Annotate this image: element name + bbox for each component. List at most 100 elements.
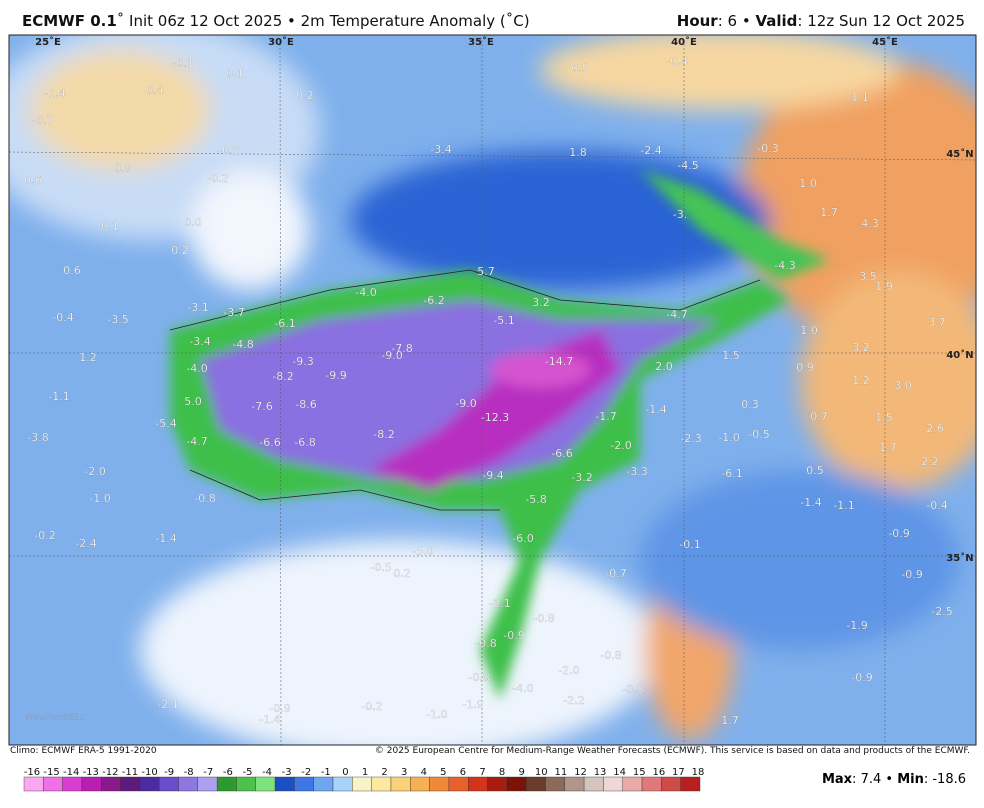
value-label: 0.4 [146, 84, 164, 97]
colorbar-tick: 3 [401, 767, 407, 778]
value-label: -0.9 [269, 702, 290, 715]
colorbar-tick: 15 [633, 767, 646, 778]
value-label: -0.8 [533, 612, 554, 625]
colorbar-swatch [661, 776, 681, 792]
header-right: Hour: 6 • Valid: 12z Sun 12 Oct 2025 [676, 12, 965, 30]
grid-label: 45˚E [872, 36, 898, 48]
value-label: 1.7 [820, 206, 838, 219]
colorbar-swatch [564, 776, 585, 792]
value-label: -6.0 [512, 532, 533, 545]
value-label: 1.5 [875, 411, 893, 424]
value-label: -0.3 [757, 142, 778, 155]
value-label: 1.2 [79, 351, 97, 364]
value-label: -2.4 [640, 144, 661, 157]
value-label: -0.5 [370, 561, 391, 574]
header-left: ECMWF 0.1˚ Init 06z 12 Oct 2025 • 2m Tem… [22, 12, 530, 30]
colorbar-swatch [178, 776, 199, 792]
value-label: -2.2 [563, 694, 584, 707]
value-label: -1.1 [847, 91, 868, 104]
colorbar-swatch [410, 776, 430, 792]
value-label: -1.1 [48, 390, 69, 403]
colorbar-tick: 18 [692, 767, 705, 778]
value-label: 0.1 [226, 67, 244, 80]
value-label: 0.9 [796, 361, 814, 374]
colorbar-tick: 17 [672, 767, 685, 778]
colorbar-swatch [390, 776, 411, 792]
value-label: 0.3 [741, 398, 759, 411]
min: -18.6 [932, 772, 966, 787]
value-label: -14.7 [545, 355, 573, 368]
grid-label: 45˚N [946, 148, 973, 160]
colorbar-swatch [448, 776, 469, 792]
value-label: 0.2 [171, 244, 189, 257]
value-label: -6.8 [294, 436, 315, 449]
value-label: -6.2 [423, 294, 444, 307]
value-label: 0.0 [184, 216, 202, 229]
colorbar-swatch [371, 776, 392, 792]
value-label: 0.5 [571, 62, 589, 75]
colorbar-tick: -6 [223, 767, 233, 778]
value-label: -0.8 [600, 649, 621, 662]
value-label: -0.4 [52, 311, 73, 324]
value-label: -3.5 [107, 313, 128, 326]
value-label: -2.1 [157, 698, 178, 711]
value-label: -0.1 [679, 538, 700, 551]
colorbar-tick: -5 [242, 767, 252, 778]
value-label: 0.6 [24, 174, 42, 187]
value-label: 1.7 [721, 714, 739, 727]
colorbar-swatch [197, 776, 218, 792]
colorbar-swatch [139, 776, 160, 792]
hour: 6 [727, 12, 738, 30]
colorbar-tick: -16 [24, 767, 40, 778]
value-label: 0.2 [393, 567, 411, 580]
value-label: -0.2 [361, 700, 382, 713]
value-label: -4.0 [512, 682, 533, 695]
colorbar-tick: -13 [83, 767, 99, 778]
map-field [9, 35, 976, 745]
logo: WeatherBELL [25, 713, 85, 723]
value-label: -4.0 [186, 362, 207, 375]
value-label: -0.9 [888, 527, 909, 540]
valid: 12z Sun 12 Oct 2025 [807, 12, 965, 30]
value-label: 0.5 [806, 464, 824, 477]
value-label: 1.0 [799, 177, 817, 190]
value-label: 0.7 [810, 410, 828, 423]
value-label: 5.7 [477, 265, 495, 278]
colorbar-swatch [506, 776, 527, 792]
hour-label: Hour [676, 12, 718, 30]
value-label: -5.4 [155, 417, 176, 430]
value-label: 1.0 [800, 324, 818, 337]
value-label: -1.4 [44, 87, 65, 100]
value-label: 5.0 [184, 395, 202, 408]
colorbar-tick: 0 [342, 767, 348, 778]
value-label: -2.0 [610, 439, 631, 452]
value-label: -3.2 [571, 471, 592, 484]
value-label: -9.9 [325, 369, 346, 382]
colorbar-tick: 5 [440, 767, 446, 778]
colorbar-tick: 8 [499, 767, 505, 778]
value-label: -2.3 [680, 432, 701, 445]
value-label: -0.2 [34, 529, 55, 542]
colorbar-swatch [158, 776, 179, 792]
value-label: -0.9 [901, 568, 922, 581]
colorbar-tick: 7 [479, 767, 485, 778]
value-label: -3. [673, 208, 687, 221]
colorbar-swatch [583, 776, 604, 792]
value-label: 1.5 [722, 349, 740, 362]
colorbar-swatch [81, 776, 102, 792]
copyright: © 2025 European Centre for Medium-Range … [374, 746, 970, 756]
value-label: -4.8 [232, 338, 253, 351]
colorbar-tick: -4 [262, 767, 272, 778]
min-label: Min [897, 772, 924, 787]
value-label: 4.3 [861, 217, 879, 230]
colorbar-swatch [43, 776, 63, 792]
value-label: -6.1 [721, 467, 742, 480]
value-label: -0.9 [851, 671, 872, 684]
value-label: 0.2 [296, 89, 314, 102]
grid-label: 35˚E [468, 36, 494, 48]
valid-label: Valid [755, 12, 798, 30]
value-label: -0.7 [32, 114, 53, 127]
value-label: -4.0 [355, 286, 376, 299]
value-label: 3.7 [928, 316, 946, 329]
